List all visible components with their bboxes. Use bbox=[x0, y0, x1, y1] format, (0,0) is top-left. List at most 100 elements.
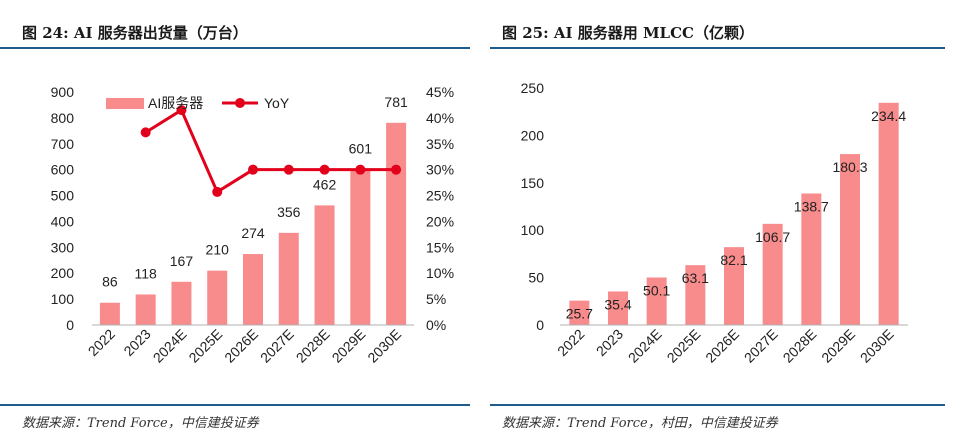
x-tick-label: 2030E bbox=[364, 326, 404, 366]
yoy-point bbox=[319, 164, 330, 175]
top-divider bbox=[0, 47, 470, 49]
bar-value-label: 35.4 bbox=[604, 296, 631, 312]
bar-mlcc bbox=[801, 193, 822, 325]
x-tick-label: 2028E bbox=[780, 326, 820, 366]
bar-shipments bbox=[386, 122, 407, 326]
y-tick-label: 400 bbox=[51, 213, 75, 229]
y-tick-label: 150 bbox=[521, 175, 545, 191]
y-tick-label: 0 bbox=[66, 317, 74, 333]
legend-label-bar: AI服务器 bbox=[148, 95, 203, 111]
x-tick-label: 2026E bbox=[702, 326, 742, 366]
bar-value-label: 118 bbox=[135, 265, 158, 281]
bar-mlcc bbox=[646, 277, 667, 325]
x-tick-label: 2022 bbox=[85, 326, 118, 359]
bar-mlcc bbox=[840, 154, 860, 325]
x-tick-label: 2023 bbox=[593, 326, 626, 359]
bar-mlcc bbox=[608, 291, 628, 325]
figure-title: 图 24: AI 服务器出货量（万台） bbox=[22, 24, 248, 42]
x-tick-label: 2024E bbox=[150, 326, 190, 366]
source-note: 数据来源：Trend Force，村田，中信建投证券 bbox=[502, 416, 778, 431]
bar-value-label: 601 bbox=[349, 140, 373, 156]
bar-shipments bbox=[99, 302, 120, 325]
bar-value-label: 106.7 bbox=[755, 229, 790, 245]
yoy-point bbox=[391, 164, 402, 175]
bar-value-label: 462 bbox=[313, 176, 337, 192]
bar-value-label: 63.1 bbox=[682, 270, 709, 286]
bar-mlcc bbox=[762, 223, 783, 325]
x-tick-label: 2025E bbox=[185, 326, 225, 366]
y2-tick-label: 0% bbox=[426, 317, 446, 333]
x-tick-label: 2027E bbox=[741, 326, 781, 366]
bar-value-label: 274 bbox=[241, 225, 265, 241]
yoy-point bbox=[176, 105, 187, 116]
x-tick-label: 2027E bbox=[257, 326, 297, 366]
y-tick-label: 200 bbox=[51, 265, 75, 281]
bar-value-label: 86 bbox=[102, 274, 118, 290]
x-tick-label: 2025E bbox=[664, 326, 704, 366]
y-tick-label: 800 bbox=[51, 110, 75, 126]
bar-value-label: 50.1 bbox=[643, 283, 670, 299]
y-tick-label: 100 bbox=[51, 291, 75, 307]
yoy-point bbox=[248, 164, 258, 175]
bar-mlcc bbox=[724, 247, 744, 325]
y2-tick-label: 30% bbox=[426, 162, 454, 178]
bar-value-label: 781 bbox=[384, 94, 408, 110]
y-tick-label: 300 bbox=[51, 239, 75, 255]
x-tick-label: 2029E bbox=[329, 326, 369, 366]
y2-tick-label: 15% bbox=[426, 239, 454, 255]
bar-value-label: 25.7 bbox=[566, 306, 593, 322]
bottom-divider bbox=[490, 404, 945, 406]
x-tick-label: 2026E bbox=[221, 326, 261, 366]
bar-value-label: 82.1 bbox=[720, 252, 747, 268]
bar-shipments bbox=[135, 294, 156, 325]
legend-swatch-bar bbox=[106, 98, 144, 109]
bar-value-label: 234.4 bbox=[871, 108, 906, 124]
y2-tick-label: 40% bbox=[426, 110, 454, 126]
x-tick-label: 2028E bbox=[293, 326, 333, 366]
source-note: 数据来源：Trend Force，中信建投证券 bbox=[22, 416, 259, 431]
bar-value-label: 210 bbox=[206, 242, 230, 258]
bar-mlcc bbox=[878, 102, 899, 325]
y-tick-label: 50 bbox=[528, 270, 544, 286]
bar-mlcc bbox=[685, 265, 706, 325]
bar-shipments bbox=[278, 232, 299, 325]
y-tick-label: 600 bbox=[51, 162, 75, 178]
y2-tick-label: 45% bbox=[426, 84, 454, 100]
yoy-line bbox=[144, 107, 397, 195]
bottom-divider bbox=[0, 404, 470, 406]
y2-tick-label: 5% bbox=[426, 291, 446, 307]
bar-shipments bbox=[350, 169, 371, 325]
bar-value-label: 356 bbox=[277, 204, 301, 220]
bar-shipments bbox=[314, 205, 335, 325]
x-tick-label: 2024E bbox=[625, 326, 665, 366]
chart-panel-shipments: 图 24: AI 服务器出货量（万台） 0 100 200 300 400 500 600 7… bbox=[0, 0, 470, 448]
y2-tick-label: 25% bbox=[426, 188, 454, 204]
figure-title: 图 25: AI 服务器用 MLCC（亿颗） bbox=[502, 24, 754, 42]
x-tick-label: 2029E bbox=[818, 326, 858, 366]
yoy-point bbox=[283, 164, 294, 175]
bar-shipments bbox=[171, 281, 192, 325]
bar-value-label: 167 bbox=[170, 253, 194, 269]
bar-mlcc bbox=[569, 300, 590, 325]
y2-tick-label: 35% bbox=[426, 136, 454, 152]
yoy-point bbox=[212, 186, 223, 197]
y-tick-label: 100 bbox=[521, 222, 545, 238]
y-tick-label: 200 bbox=[521, 127, 545, 143]
y2-tick-label: 10% bbox=[426, 265, 454, 281]
x-tick-label: 2022 bbox=[554, 326, 587, 359]
bar-value-label: 138.7 bbox=[794, 199, 829, 215]
y-tick-label: 0 bbox=[536, 317, 544, 333]
y-tick-label: 700 bbox=[51, 136, 75, 152]
y2-tick-label: 20% bbox=[426, 213, 454, 229]
y-tick-label: 500 bbox=[51, 188, 75, 204]
y-tick-label: 900 bbox=[51, 84, 75, 100]
y-tick-label: 250 bbox=[521, 80, 545, 96]
legend-marker-line bbox=[235, 98, 245, 108]
yoy-point bbox=[140, 127, 151, 138]
bar-shipments bbox=[243, 254, 263, 325]
shipments-chart: 0 100 200 300 400 500 600 700 800 900 0% 5% 10% 15% 20… bbox=[51, 84, 454, 366]
bar-shipments bbox=[207, 270, 228, 325]
yoy-point bbox=[355, 164, 366, 175]
chart-panel-mlcc: 图 25: AI 服务器用 MLCC（亿颗） 0 50 100 150 200 250 20… bbox=[490, 0, 960, 448]
